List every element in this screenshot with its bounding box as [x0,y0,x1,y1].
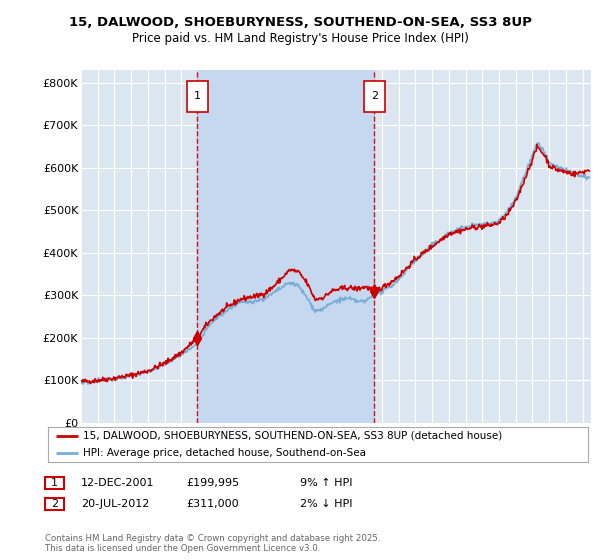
Text: 9% ↑ HPI: 9% ↑ HPI [300,478,353,488]
Text: 15, DALWOOD, SHOEBURYNESS, SOUTHEND-ON-SEA, SS3 8UP: 15, DALWOOD, SHOEBURYNESS, SOUTHEND-ON-S… [68,16,532,29]
Text: 12-DEC-2001: 12-DEC-2001 [81,478,155,488]
Text: 2: 2 [371,91,378,101]
FancyBboxPatch shape [364,81,385,113]
Text: Price paid vs. HM Land Registry's House Price Index (HPI): Price paid vs. HM Land Registry's House … [131,31,469,45]
Text: 20-JUL-2012: 20-JUL-2012 [81,499,149,509]
Bar [197,70,374,423]
FancyBboxPatch shape [187,81,208,113]
Text: 1: 1 [194,91,201,101]
Text: 2: 2 [51,499,58,509]
Text: 15, DALWOOD, SHOEBURYNESS, SOUTHEND-ON-SEA, SS3 8UP (detached house): 15, DALWOOD, SHOEBURYNESS, SOUTHEND-ON-S… [83,431,502,441]
Text: £311,000: £311,000 [186,499,239,509]
Text: 1: 1 [51,478,58,488]
Text: Contains HM Land Registry data © Crown copyright and database right 2025.
This d: Contains HM Land Registry data © Crown c… [45,534,380,553]
Text: £199,995: £199,995 [186,478,239,488]
Text: HPI: Average price, detached house, Southend-on-Sea: HPI: Average price, detached house, Sout… [83,449,366,458]
Text: 2% ↓ HPI: 2% ↓ HPI [300,499,353,509]
